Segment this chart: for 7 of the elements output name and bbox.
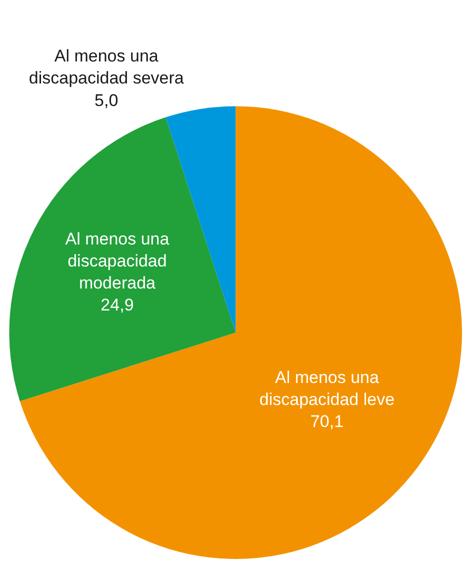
- slice-label: Al menos una discapacidad leve: [259, 368, 395, 409]
- slice-label: Al menos una discapacidad moderada: [65, 229, 170, 292]
- pie-slice: [10, 117, 236, 402]
- slice-label: Al menos una discapacidad severa: [28, 46, 184, 88]
- data-label: 24,9: [100, 296, 134, 315]
- data-label: 70,1: [310, 412, 344, 432]
- data-label: 5,0: [94, 90, 118, 110]
